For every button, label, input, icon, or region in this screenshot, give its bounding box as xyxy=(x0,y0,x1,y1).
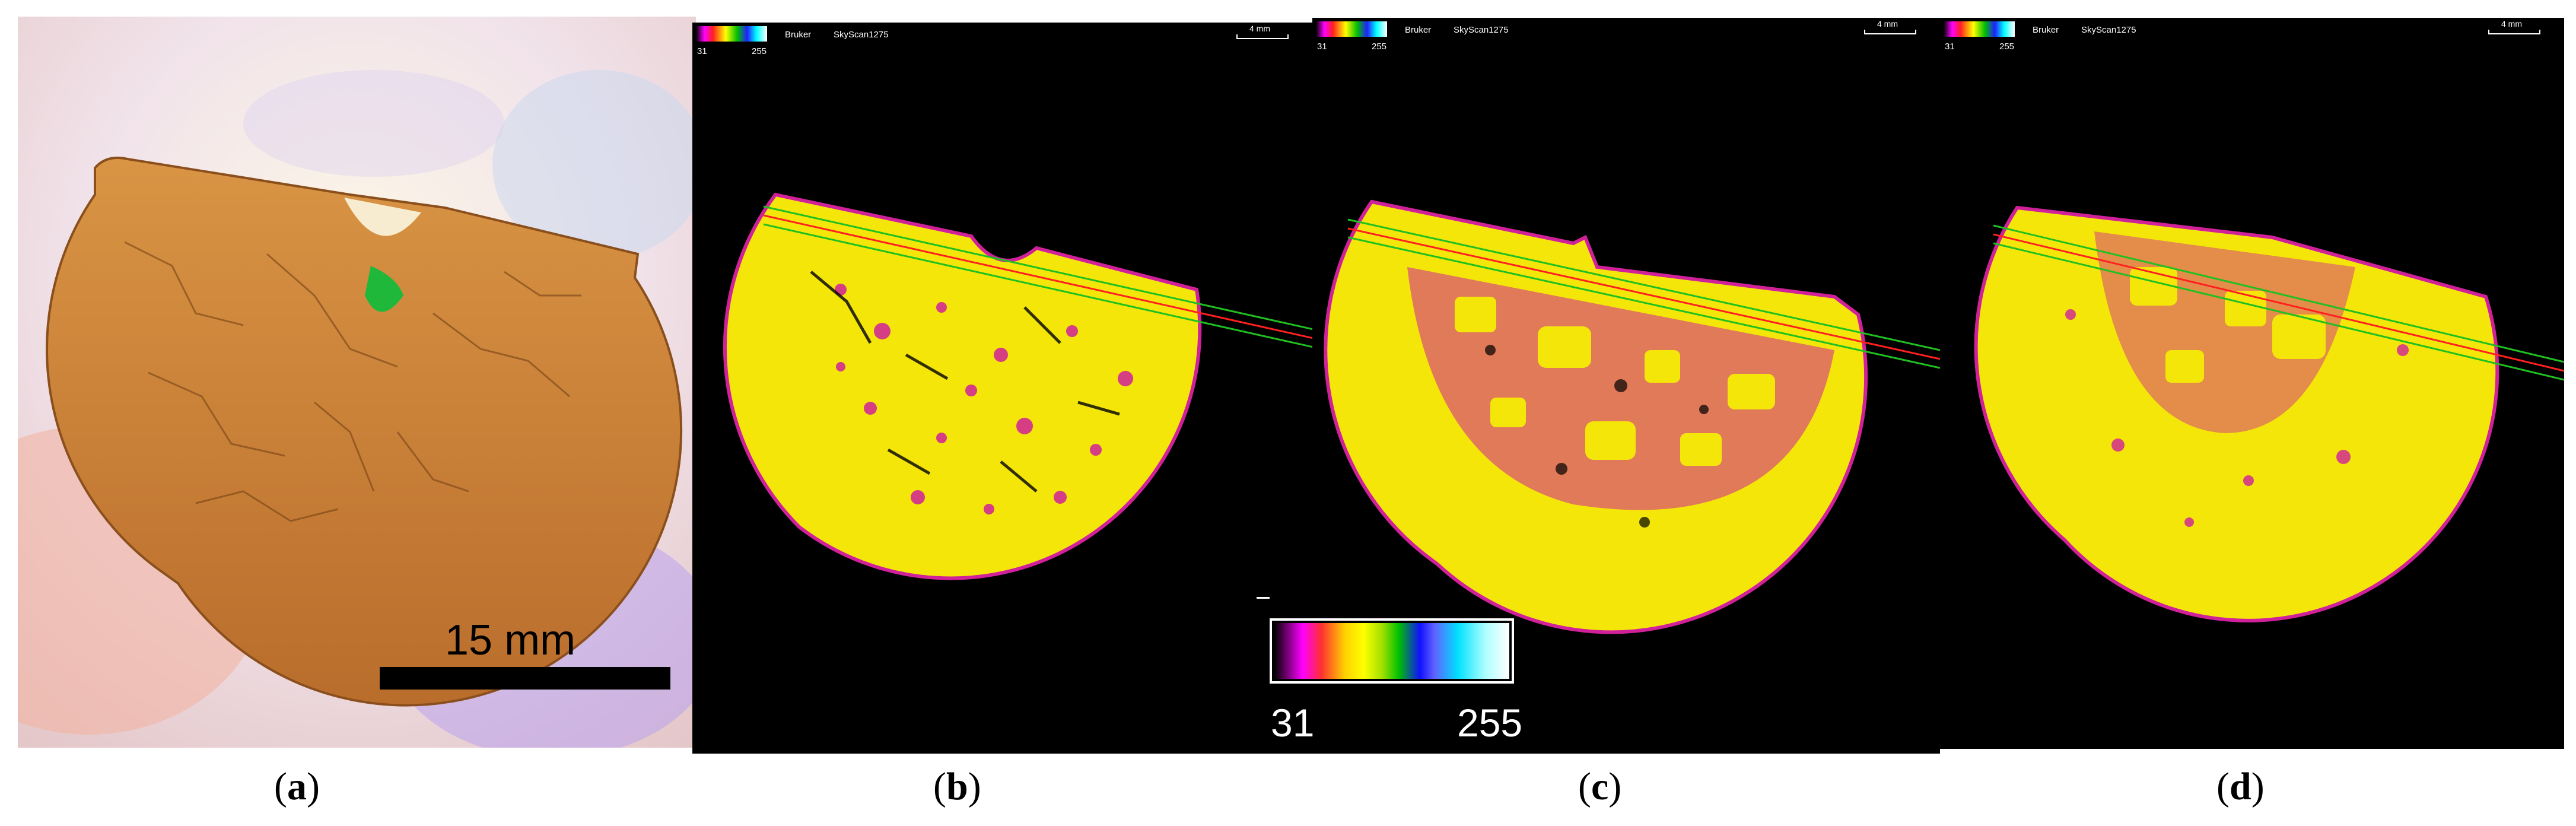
colorbar-max-label: 255 xyxy=(1372,42,1387,52)
ct-slice-d xyxy=(1974,205,2564,622)
panel-caption-b: (b) xyxy=(933,765,981,808)
colorbar-min-label: 31 xyxy=(697,46,707,56)
scanner-model: SkyScan1275 xyxy=(2081,25,2136,35)
colorbar-max-label: 255 xyxy=(752,46,767,56)
colorbar-min-label: 31 xyxy=(1317,42,1327,52)
colorbar-max-label: 255 xyxy=(1457,701,1523,745)
specimen-photo xyxy=(18,17,696,748)
ct-panel-d: 31 255 Bruker SkyScan1275 4 mm xyxy=(1940,18,2564,749)
scale-bar xyxy=(380,667,670,690)
colorbar-max-label: 255 xyxy=(1999,42,2015,52)
scale-bar-label: 4 mm xyxy=(1249,24,1270,33)
scale-bar-label: 4 mm xyxy=(1877,19,1898,28)
scanner-brand: Bruker xyxy=(2033,25,2059,35)
panel-caption-d: (d) xyxy=(2216,765,2265,808)
intensity-colorbar xyxy=(1270,618,1514,684)
colorbar-mini xyxy=(1944,21,2015,37)
scanner-model: SkyScan1275 xyxy=(1454,25,1509,35)
scale-bar-label: 4 mm xyxy=(2501,19,2522,28)
legend-marker xyxy=(1257,597,1270,599)
colorbar-min-label: 31 xyxy=(1945,42,1955,52)
scale-bar: 4 mm xyxy=(1864,19,1916,34)
colorbar-min-label: 31 xyxy=(1271,701,1315,745)
ct-panel-c: 31 255 Bruker SkyScan1275 4 mm xyxy=(1312,18,1940,754)
scanner-model: SkyScan1275 xyxy=(834,30,889,40)
specimen-body xyxy=(46,156,683,707)
colorbar-mini xyxy=(1316,21,1387,37)
ct-panel-b: 31 255 Bruker SkyScan1275 4 mm xyxy=(692,23,1312,754)
ct-slice-b xyxy=(723,192,1312,580)
ct-slice-c xyxy=(1324,199,1940,634)
scale-bar-label: 15 mm xyxy=(445,617,576,664)
scanner-brand: Bruker xyxy=(1405,25,1432,35)
scale-bar: 4 mm xyxy=(2488,19,2540,34)
colorbar-mini xyxy=(696,26,767,42)
scanner-brand: Bruker xyxy=(785,30,812,40)
panel-caption-a: (a) xyxy=(274,765,320,808)
photo-panel-a: 15 mm xyxy=(18,17,696,748)
scale-bar: 4 mm xyxy=(1236,24,1289,39)
panel-caption-c: (c) xyxy=(1578,765,1622,808)
